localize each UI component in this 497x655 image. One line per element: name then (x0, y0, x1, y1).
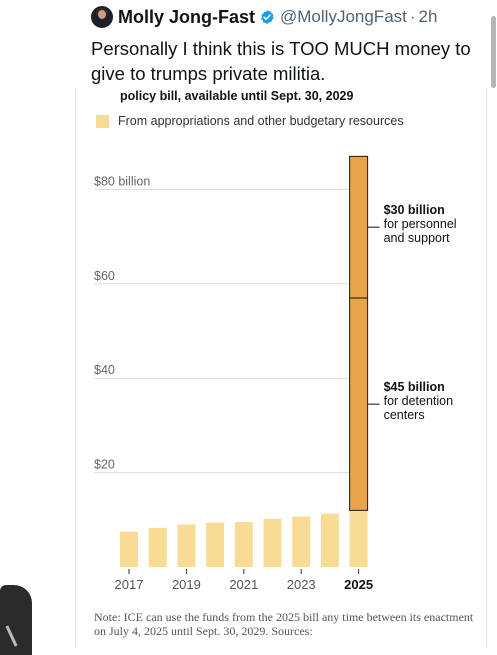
bar-appropriations (292, 516, 311, 567)
annotation-value: $30 billion (384, 203, 445, 217)
legend-swatch-appropriations (96, 115, 109, 128)
author-name[interactable]: Molly Jong-Fast (118, 6, 256, 27)
bar-appropriations (120, 531, 138, 567)
chart-title-fragment: policy bill, available until Sept. 30, 2… (120, 89, 354, 103)
scrollbar[interactable] (491, 16, 496, 88)
legend-label-appropriations: From appropriations and other budgetary … (118, 114, 404, 128)
y-tick-label: $60 (94, 269, 115, 283)
bar-chart: $20 $40 $60 $80 billion 2017 2019 2021 2023 2025… (94, 155, 457, 592)
author-handle[interactable]: @MollyJongFast (280, 7, 407, 26)
y-tick-label: $40 (94, 363, 115, 377)
bar-appropriations (177, 524, 196, 567)
separator-dot: · (409, 7, 416, 26)
y-tick-label: $20 (94, 458, 115, 472)
tweet-header: Molly Jong-Fast @MollyJongFast · 2h (118, 6, 437, 28)
annotation-label: for detention (384, 394, 454, 408)
media-card[interactable]: policy bill, available until Sept. 30, 2… (75, 88, 487, 648)
x-tick-label: 2021 (229, 577, 258, 592)
avatar[interactable] (91, 6, 113, 28)
x-tick-label: 2017 (115, 577, 144, 592)
annotation-label: for personnel (384, 217, 457, 231)
x-tick-label: 2019 (172, 577, 201, 592)
annotation-value: $45 billion (384, 380, 445, 394)
annotation-label: centers (384, 408, 425, 422)
avatar-face (98, 10, 106, 19)
annotation-label: and support (384, 231, 451, 245)
bar-appropriations (234, 522, 253, 567)
bar-appropriations (206, 522, 225, 567)
bar-appropriations (263, 518, 282, 567)
x-tick-label: 2025 (344, 577, 373, 592)
background-object (0, 585, 32, 655)
bar-detention-centers (349, 297, 369, 511)
y-tick-label: $80 billion (94, 174, 150, 188)
chart-note: Note: ICE can use the funds from the 202… (94, 610, 474, 638)
tweet-timestamp[interactable]: 2h (418, 7, 438, 26)
tweet-text: Personally I think this is TOO MUCH mone… (91, 38, 471, 84)
bar-appropriations (148, 527, 167, 567)
bar-appropriations (320, 513, 339, 567)
background-object-edge (5, 625, 18, 647)
verified-badge-icon (261, 10, 274, 24)
x-tick-label: 2023 (287, 577, 316, 592)
bar-personnel-support (349, 155, 369, 299)
bar-appropriations (349, 510, 368, 567)
